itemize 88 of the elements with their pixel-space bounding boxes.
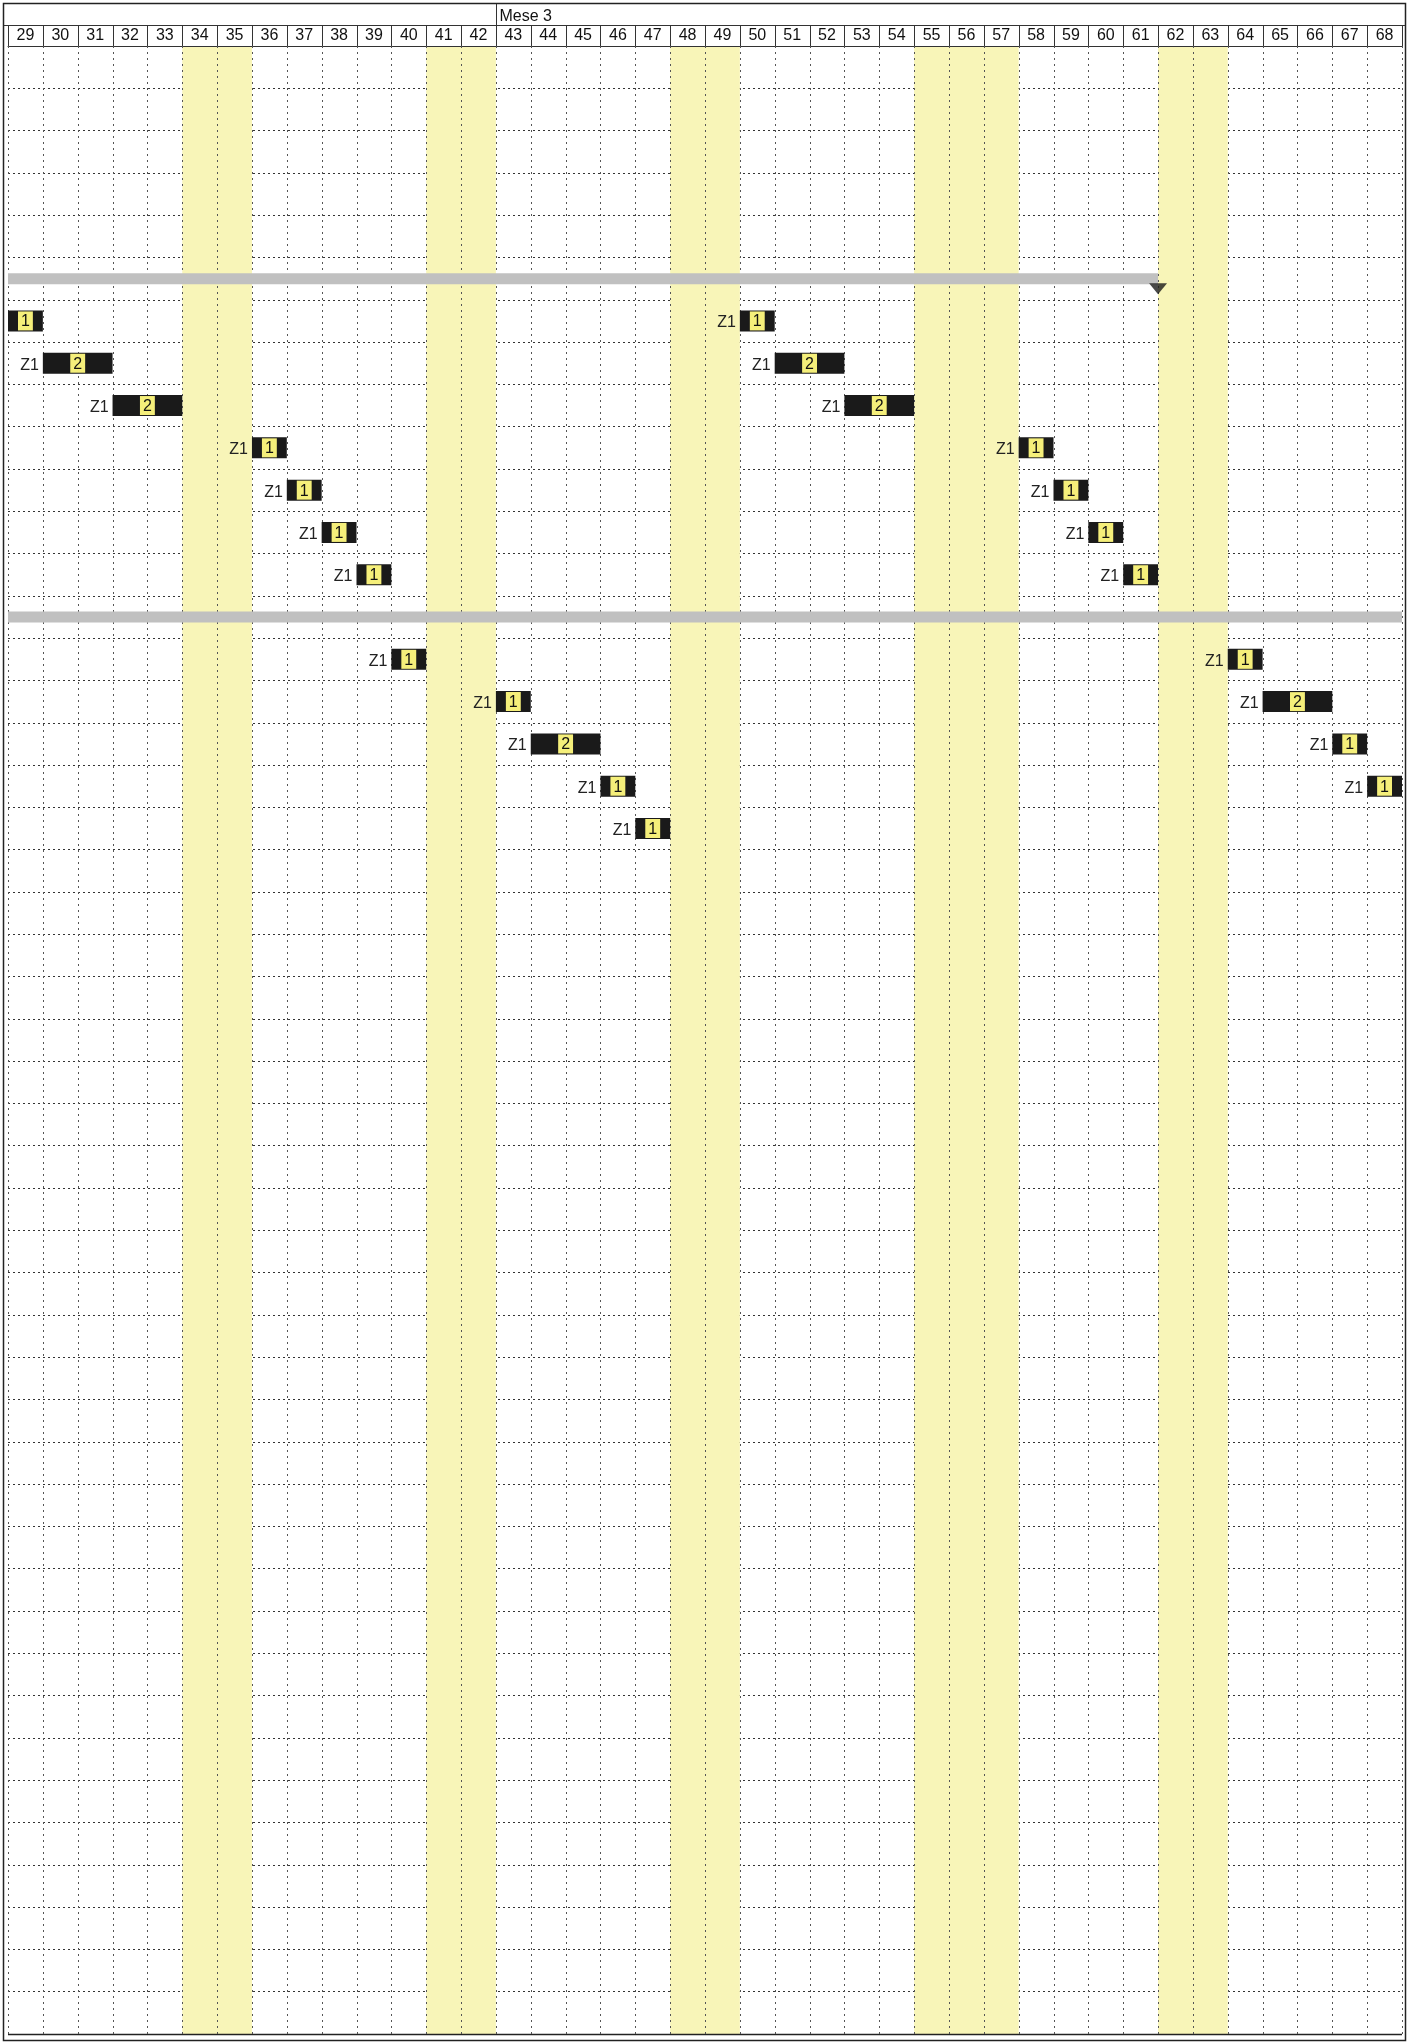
- data-label: 1: [648, 820, 658, 838]
- data-label: 1: [369, 566, 379, 584]
- x-tick-label: 39: [365, 25, 383, 43]
- x-tick-label: 50: [748, 25, 767, 43]
- data-label: 1: [752, 312, 762, 330]
- data-label: 1: [1380, 777, 1390, 795]
- data-label: 1: [1066, 481, 1076, 499]
- x-tick-label: 32: [121, 25, 139, 43]
- x-tick-label: 61: [1131, 25, 1150, 43]
- x-tick-label: 35: [225, 25, 244, 43]
- text: Z1: [89, 398, 109, 416]
- data-label: 1: [1136, 566, 1146, 584]
- x-tick-label: 33: [155, 25, 174, 43]
- x-tick-label: 47: [643, 25, 662, 43]
- x-tick-label: 55: [922, 25, 941, 43]
- data-label: 1: [1101, 523, 1111, 541]
- x-tick-label: 52: [818, 25, 836, 43]
- x-tick-label: 51: [783, 25, 802, 43]
- x-tick-label: 56: [957, 25, 976, 43]
- data-label: 1: [1240, 650, 1250, 668]
- x-tick-label: 49: [713, 25, 732, 43]
- x-tick-label: 36: [260, 25, 279, 43]
- text: Z1: [821, 398, 841, 416]
- x-tick-label: 46: [608, 25, 627, 43]
- data-label: 2: [73, 354, 83, 372]
- data-label: 2: [142, 397, 152, 415]
- x-tick-label: 54: [887, 25, 906, 43]
- x-tick-label: 48: [678, 25, 697, 43]
- text: Z1: [1100, 567, 1120, 585]
- x-tick-label: 31: [86, 25, 105, 43]
- data-label: 1: [1345, 735, 1355, 753]
- data-label: 1: [334, 523, 344, 541]
- text: Mese 3: [499, 6, 553, 24]
- x-tick-label: 66: [1305, 25, 1324, 43]
- text: Z1: [1239, 694, 1259, 712]
- bar: [8, 611, 1402, 623]
- x-tick-label: 42: [469, 25, 488, 43]
- text: Z1: [1030, 482, 1050, 500]
- text: Z1: [368, 651, 388, 669]
- text: Z1: [229, 440, 248, 458]
- x-tick-label: 64: [1236, 25, 1255, 43]
- text: Z1: [1065, 524, 1085, 542]
- series-label: Z1: [20, 355, 39, 373]
- text: Z1: [577, 778, 597, 796]
- data-label: 2: [561, 735, 571, 753]
- text: Z1: [264, 482, 283, 500]
- data-label: 1: [299, 481, 309, 499]
- data-label: 1: [264, 439, 274, 457]
- text: Z1: [508, 736, 527, 754]
- text: Z1: [1309, 736, 1329, 754]
- x-tick-label: 45: [574, 25, 593, 43]
- x-tick-label: 41: [434, 25, 453, 43]
- data-label: 2: [874, 397, 884, 415]
- data-label: 2: [805, 354, 815, 372]
- x-tick-label: 34: [190, 25, 209, 43]
- text: Z1: [752, 355, 771, 373]
- x-tick-label: 37: [295, 25, 314, 43]
- text: Z1: [612, 821, 632, 839]
- x-tick-label: 59: [1062, 25, 1080, 43]
- x-tick-label: 40: [399, 25, 418, 43]
- text: Z1: [1205, 651, 1224, 669]
- x-tick-label: 68: [1375, 25, 1394, 43]
- bar: [8, 273, 1159, 285]
- data-label: 1: [404, 650, 414, 668]
- x-tick-label: 65: [1271, 25, 1290, 43]
- x-tick-label: 63: [1201, 25, 1220, 43]
- x-tick-label: 67: [1340, 25, 1359, 43]
- data-label: 1: [508, 693, 518, 711]
- text: Z1: [333, 567, 353, 585]
- data-label: 1: [613, 777, 623, 795]
- x-tick-label: 53: [852, 25, 871, 43]
- x-tick-label: 60: [1096, 25, 1115, 43]
- text: Z1: [298, 524, 318, 542]
- data-label: 1: [1031, 439, 1041, 457]
- x-tick-label: 29: [16, 25, 35, 43]
- x-tick-label: 44: [539, 25, 558, 43]
- x-tick-label: 43: [504, 25, 523, 43]
- text: Z1: [995, 440, 1015, 458]
- data-label: 2: [1293, 693, 1302, 711]
- x-tick-label: 30: [51, 25, 70, 43]
- x-tick-label: 62: [1166, 25, 1185, 43]
- x-tick-label: 38: [330, 25, 349, 43]
- data-label: 1: [20, 312, 30, 330]
- x-tick-label: 57: [992, 25, 1011, 43]
- series-label: Z1: [717, 313, 736, 331]
- text: Z1: [473, 694, 492, 712]
- x-tick-label: 58: [1027, 25, 1046, 43]
- text: Z1: [1344, 778, 1364, 796]
